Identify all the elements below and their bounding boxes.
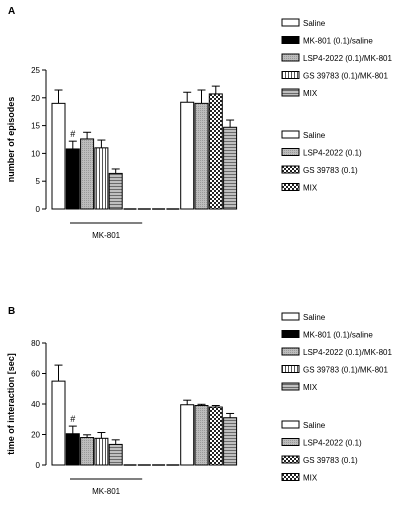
legend-top-swatch [281,18,300,27]
y-axis-title: time of interaction [sec] [6,353,16,455]
legend-top-swatch [281,365,300,373]
legend-bottom-swatch [281,148,300,156]
group-label: MK-801 [92,231,121,240]
chart-panel-a: A 0 5 10 15 20 25 number of episodes # MK-801 Sali… [6,6,392,240]
legend-top-label: LSP4-2022 (0.1)/MK-801 [303,348,392,357]
legend-bottom-swatch [281,165,300,174]
legend-top-label: MK-801 (0.1)/saline [303,37,373,46]
legend-bottom-label: Saline [303,131,326,140]
legend-bottom-label: LSP4-2022 (0.1) [303,439,362,448]
legend-top-swatch [281,36,300,44]
bar [80,138,95,210]
bar [51,102,66,210]
legend-bottom-label: LSP4-2022 (0.1) [303,149,362,158]
y-tick-label: 15 [31,122,40,131]
y-tick-label: 0 [36,461,41,470]
bar [194,405,209,466]
legend-bottom-swatch [281,473,300,481]
group-label: MK-801 [92,487,121,496]
legend-bottom-label: MIX [303,184,318,193]
bar [180,101,195,210]
legend-bottom-label: GS 39783 (0.1) [303,166,358,175]
y-tick-label: 5 [36,177,41,186]
legend-top-label: MIX [303,89,318,98]
y-axis-title: number of episodes [6,97,16,183]
legend-bottom-label: MIX [303,474,318,483]
significance-mark: # [70,414,75,424]
legend-bottom-swatch [281,438,300,446]
bar [223,126,238,210]
legend-bottom-swatch [281,183,300,191]
legend-bottom-swatch [281,130,300,139]
legend-top-swatch [281,53,300,62]
y-tick-label: 25 [31,66,40,75]
legend-bottom-label: Saline [303,421,326,430]
bar [208,406,223,466]
legend-top-label: Saline [303,313,326,322]
legend-top-swatch [281,347,300,356]
y-tick-label: 20 [31,431,40,440]
bar [108,443,123,466]
y-tick-label: 80 [31,339,40,348]
y-tick-label: 10 [31,149,40,158]
bar [65,148,80,210]
legend-top-label: GS 39783 (0.1)/MK-801 [303,366,388,375]
bar [80,437,95,466]
legend-top-swatch [281,382,300,391]
bar [65,433,80,466]
legend-top-label: LSP4-2022 (0.1)/MK-801 [303,54,392,63]
legend-bottom-swatch [281,455,300,464]
panel-letter: B [8,306,15,317]
bar [94,147,109,210]
y-tick-label: 60 [31,370,40,379]
legend-top-swatch [281,330,300,338]
legend-top-label: MK-801 (0.1)/saline [303,331,373,340]
legend-top-label: GS 39783 (0.1)/MK-801 [303,72,388,81]
legend-bottom-swatch [281,420,300,429]
legend-top-swatch [281,71,300,79]
bar [223,417,238,466]
bar [208,93,223,210]
significance-mark: # [70,129,75,139]
chart-panel-b: B 0 20 40 60 80 time of interaction [sec] # MK-8… [6,306,392,496]
bar [94,437,109,466]
bar [108,172,123,210]
y-tick-label: 0 [36,205,41,214]
bar [51,380,66,466]
legend-top-swatch [281,312,300,321]
legend-top-swatch [281,88,300,97]
y-tick-label: 20 [31,94,40,103]
bar [180,404,195,466]
legend-top-label: Saline [303,19,326,28]
y-tick-label: 40 [31,400,40,409]
bar [194,102,209,210]
panel-letter: A [8,6,15,17]
legend-top-label: MIX [303,383,318,392]
legend-bottom-label: GS 39783 (0.1) [303,456,358,465]
